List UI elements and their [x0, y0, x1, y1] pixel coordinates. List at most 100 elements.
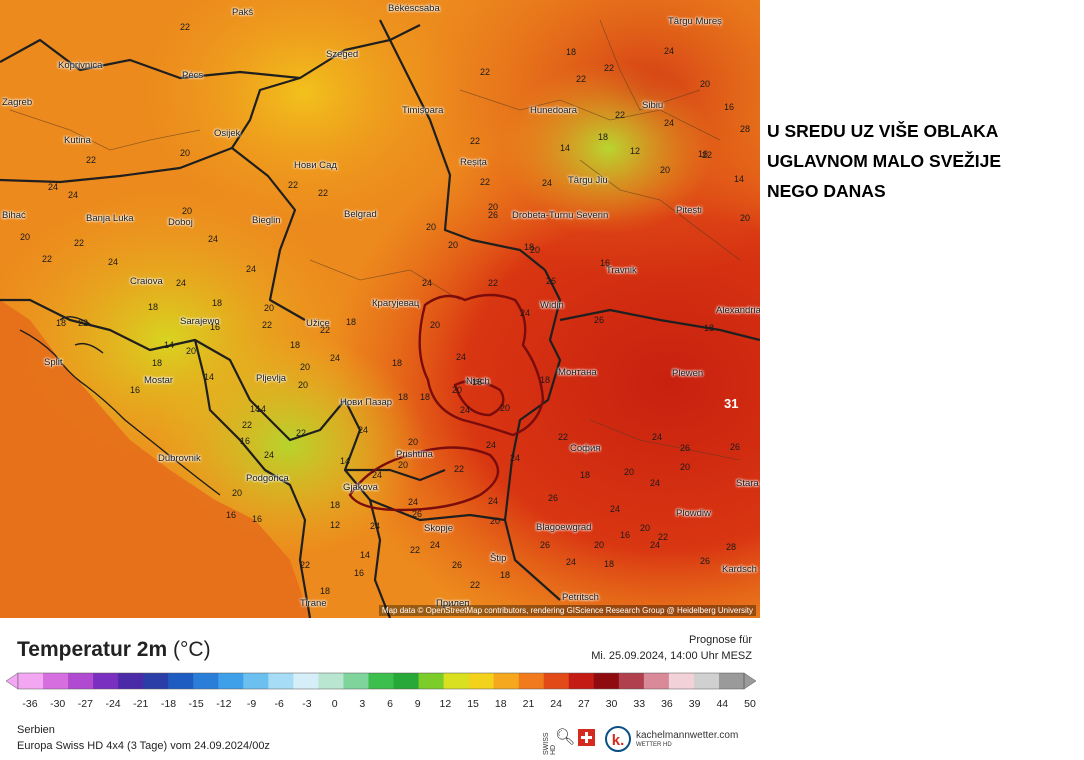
temperature-value: 22 — [262, 320, 273, 330]
temperature-value: 22 — [318, 188, 329, 198]
scale-swatch — [518, 673, 545, 689]
temperature-value: 24 — [68, 190, 79, 200]
scale-swatch — [43, 673, 69, 689]
scale-swatch — [318, 673, 344, 689]
temperature-value: 20 — [264, 303, 275, 313]
temperature-value: 26 — [680, 443, 691, 453]
scale-swatch — [193, 673, 219, 689]
logos: SWISS HD 🔍︎ k. kachelmannwetter.com WETT… — [543, 725, 758, 755]
scale-tick-label: -15 — [188, 698, 204, 710]
city-label: Alexandria — [716, 305, 760, 316]
temperature-value: 18 — [392, 358, 403, 368]
city-label: Stara — [736, 478, 759, 489]
temperature-value: 26 — [730, 442, 741, 452]
temperature-value: 20 — [180, 148, 191, 158]
temperature-value: 26 — [488, 210, 499, 220]
temperature-value: 20 — [426, 222, 437, 232]
temperature-value: 22 — [558, 432, 569, 442]
scale-arrow-low — [6, 672, 19, 690]
note-line-1: U SREDU UZ VIŠE OBLAKA — [767, 121, 999, 141]
city-label: Zagreb — [2, 97, 33, 108]
temperature-value: 14 — [560, 143, 571, 153]
temperature-value: 18 — [580, 470, 591, 480]
city-label: Kardsch — [722, 564, 757, 575]
scale-swatch — [243, 673, 269, 689]
temperature-value: 24 — [358, 425, 369, 435]
map-canvas — [0, 0, 760, 618]
city-label: Podgorica — [246, 473, 289, 484]
model-label: Europa Swiss HD 4x4 (3 Tage) vom 24.09.2… — [17, 740, 270, 752]
note-line-2: UGLAVNOM MALO SVEŽIJE — [767, 151, 1001, 171]
city-label: Blagoewgrad — [536, 522, 592, 533]
temperature-value: 24 — [664, 46, 675, 56]
temperature-value: 16 — [698, 149, 709, 159]
scale-tick-label: -36 — [22, 698, 38, 710]
temperature-value: 14 — [734, 174, 745, 184]
city-label: Koprivnica — [58, 60, 103, 71]
scale-tick-label: -9 — [246, 698, 257, 710]
city-label: Belgrad — [344, 209, 377, 220]
temperature-value: 24 — [486, 440, 497, 450]
city-label: Plewen — [672, 368, 704, 379]
temperature-value: 22 — [180, 22, 191, 32]
temperature-value: 16 — [240, 436, 251, 446]
city-label: Osijek — [214, 128, 241, 139]
temperature-value: 18 — [152, 358, 163, 368]
city-label: Монтана — [558, 367, 597, 378]
temperature-value: 18 — [212, 298, 223, 308]
city-label: Timișoara — [402, 105, 444, 116]
city-label: Pécs — [182, 70, 204, 81]
temperature-value: 26 — [452, 560, 463, 570]
scale-swatch — [68, 673, 94, 689]
temperature-value: 22 — [288, 180, 299, 190]
note-line-3: NEGO DANAS — [767, 181, 886, 201]
city-label: Крагујевац — [372, 298, 420, 309]
temperature-value: 16 — [226, 510, 237, 520]
temperature-value: 16 — [130, 385, 141, 395]
temperature-value: 18 — [566, 47, 577, 57]
city-label: Tirane — [300, 598, 327, 609]
legend-unit: (°C) — [173, 638, 211, 661]
scale-tick-label: -24 — [105, 698, 121, 710]
scale-swatch — [393, 673, 420, 689]
temperature-value: 24 — [372, 470, 383, 480]
scale-tick-label: 15 — [467, 698, 479, 710]
max-temperature-value: 31 — [724, 396, 739, 411]
temperature-value: 24 — [460, 405, 471, 415]
scale-tick-label: -6 — [274, 698, 284, 710]
temperature-value: 26 — [546, 276, 557, 286]
temperature-value: 22 — [576, 74, 587, 84]
kachelmann-name[interactable]: kachelmannwetter.com — [636, 730, 739, 741]
scale-tick-label: -21 — [133, 698, 149, 710]
temperature-value: 24 — [408, 497, 419, 507]
temperature-value: 20 — [680, 462, 691, 472]
temperature-value: 18 — [420, 392, 431, 402]
legend-title: Temperatur 2m (°C) — [17, 638, 211, 662]
temperature-value: 24 — [208, 234, 219, 244]
temperature-value: 24 — [610, 504, 621, 514]
temperature-value: 14 — [250, 404, 261, 414]
temperature-value: 22 — [615, 110, 626, 120]
city-label: Szeged — [326, 49, 359, 60]
city-label: Sibiu — [642, 100, 664, 111]
kachelmann-logo[interactable]: k. — [605, 726, 631, 752]
temperature-map[interactable]: Pakš Békéscsaba Târgu Mureș Koprivnica Pécs S… — [0, 0, 760, 618]
temperature-value: 12 — [630, 146, 641, 156]
scale-swatch — [593, 673, 620, 689]
scale-swatch — [118, 673, 144, 689]
temperature-value: 22 — [296, 428, 307, 438]
temperature-value: 18 — [398, 392, 409, 402]
scale-swatch — [618, 673, 645, 689]
city-label: Reșița — [460, 157, 487, 168]
temperature-value: 20 — [452, 385, 463, 395]
temperature-value: 22 — [702, 150, 713, 160]
temperature-value: 22 — [320, 325, 331, 335]
temperature-value: 18 — [290, 340, 301, 350]
temperature-value: 24 — [652, 432, 663, 442]
temperature-value: 24 — [650, 540, 661, 550]
temperature-value: 18 — [598, 132, 609, 142]
scale-tick-label: 12 — [439, 698, 452, 710]
region-label: Serbien — [17, 724, 55, 736]
temperature-value: 20 — [398, 460, 409, 470]
temperature-value: 18 — [540, 375, 551, 385]
